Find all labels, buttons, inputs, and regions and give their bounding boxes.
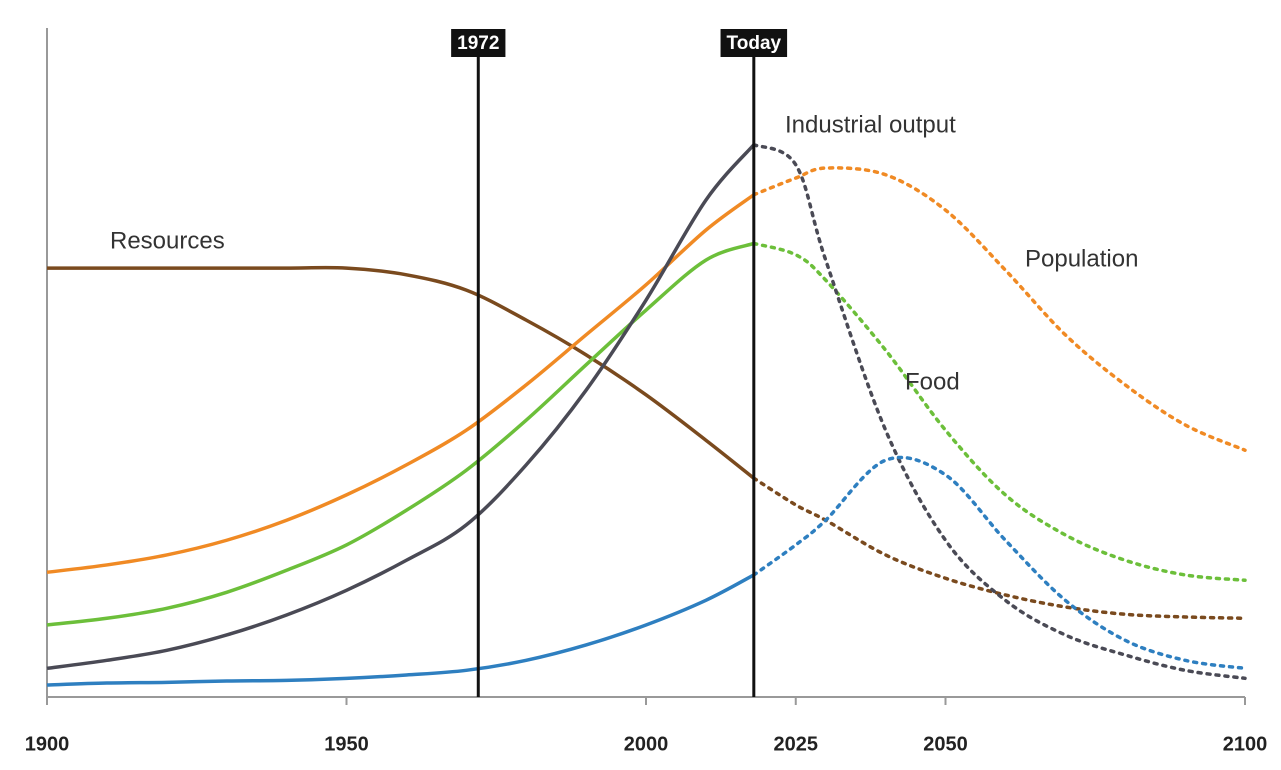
projection-line [752, 166, 1247, 452]
projection-line [752, 241, 1247, 583]
series-line [46, 265, 755, 480]
series-label: Population [1025, 245, 1138, 272]
series-label: Food [905, 368, 960, 395]
x-tick-label: 2025 [774, 733, 819, 755]
marker-label: Today [727, 33, 782, 54]
projection-line [752, 455, 1247, 671]
series-label: Resources [110, 227, 225, 254]
series-line [46, 241, 755, 627]
series-label: Industrial output [785, 111, 956, 138]
series-line [46, 573, 755, 687]
marker-box [451, 29, 506, 57]
marker-box [720, 29, 788, 57]
x-tick-label: 2050 [923, 733, 968, 755]
x-tick-label: 1900 [25, 733, 70, 755]
marker-label: 1972 [457, 33, 499, 54]
x-tick-label: 2100 [1223, 733, 1268, 755]
x-tick-label: 2000 [624, 733, 669, 755]
series-line [46, 143, 756, 671]
series-line [46, 193, 755, 575]
projection-line [752, 476, 1247, 621]
x-tick-label: 1950 [324, 733, 369, 755]
projection-line [752, 142, 1247, 681]
